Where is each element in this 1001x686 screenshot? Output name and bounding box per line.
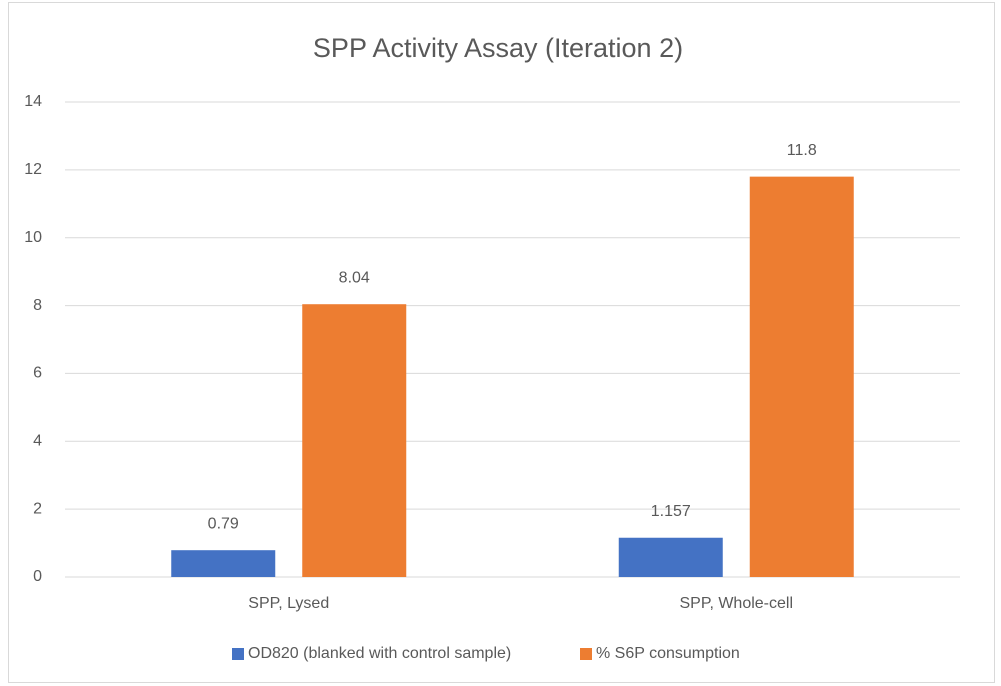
legend-label: OD820 (blanked with control sample) — [248, 645, 511, 662]
data-label: 1.157 — [651, 503, 691, 520]
bar — [618, 537, 723, 577]
y-tick-label: 6 — [33, 365, 42, 382]
y-tick-label: 10 — [24, 229, 42, 246]
x-tick-label: SPP, Lysed — [248, 595, 329, 612]
bar — [302, 304, 407, 577]
legend-swatch — [580, 648, 592, 660]
legend-label: % S6P consumption — [596, 645, 740, 662]
bar — [171, 550, 276, 577]
y-tick-label: 8 — [33, 297, 42, 314]
y-tick-label: 2 — [33, 500, 42, 517]
y-tick-label: 4 — [33, 433, 42, 450]
legend-swatch — [232, 648, 244, 660]
data-label: 11.8 — [787, 142, 817, 159]
y-tick-label: 0 — [33, 568, 42, 585]
y-tick-label: 12 — [24, 161, 42, 178]
data-label: 8.04 — [339, 269, 370, 286]
data-label: 0.79 — [208, 515, 239, 532]
chart-title: SPP Activity Assay (Iteration 2) — [313, 33, 683, 63]
bar — [749, 176, 854, 577]
y-tick-label: 14 — [24, 93, 42, 110]
x-tick-label: SPP, Whole-cell — [679, 595, 793, 612]
